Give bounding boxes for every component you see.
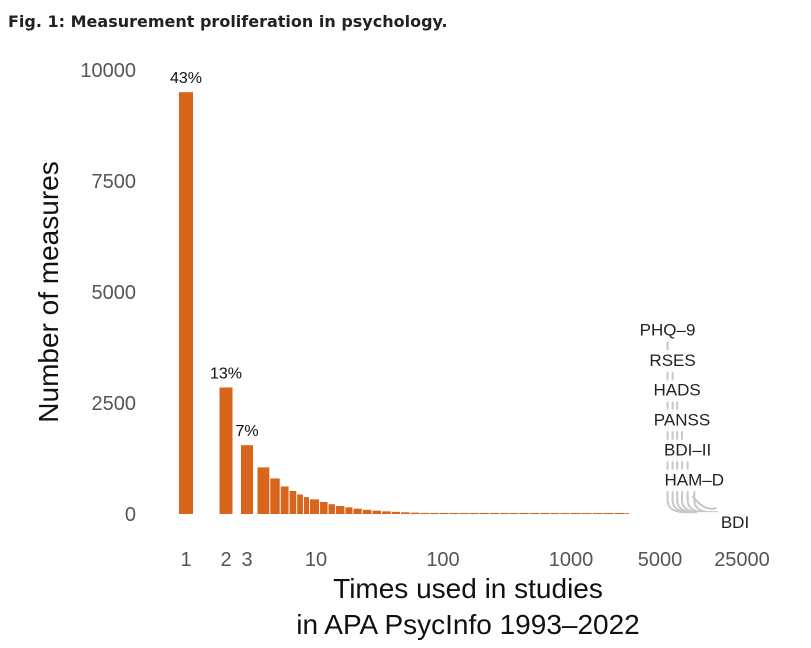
bars: 43% 13% 7% bbox=[170, 70, 629, 514]
measure-label: PANSS bbox=[654, 410, 710, 429]
x-axis-title-line1: Times used in studies bbox=[333, 573, 603, 604]
measure-label: BDI bbox=[721, 513, 749, 532]
measure-label-bg bbox=[649, 439, 726, 462]
bar bbox=[297, 494, 303, 514]
bar bbox=[335, 506, 345, 514]
bar bbox=[519, 513, 529, 514]
measure-label: HADS bbox=[654, 381, 701, 400]
bar bbox=[241, 445, 253, 514]
bar bbox=[320, 502, 328, 514]
measure-label-bg bbox=[697, 512, 773, 534]
bar bbox=[303, 497, 309, 514]
figure-title: Fig. 1: Measurement proliferation in psy… bbox=[8, 12, 448, 31]
bar bbox=[625, 513, 629, 514]
bar-percent-label: 43% bbox=[170, 70, 202, 87]
bar bbox=[570, 513, 581, 514]
bar bbox=[479, 513, 490, 514]
measure-label: PHQ–9 bbox=[640, 321, 696, 340]
x-axis-ticks: 1 2 3 10 100 1000 5000 25000 bbox=[180, 549, 769, 571]
bar bbox=[353, 508, 362, 514]
x-tick-label: 25000 bbox=[714, 549, 770, 571]
bar bbox=[459, 513, 469, 514]
bar bbox=[499, 513, 509, 514]
bar bbox=[257, 467, 270, 514]
measure-leader-line bbox=[691, 495, 717, 510]
x-tick-label: 5000 bbox=[638, 549, 683, 571]
bar bbox=[289, 490, 297, 514]
measure-label: BDI–II bbox=[664, 441, 711, 460]
x-tick-label: 1000 bbox=[549, 549, 594, 571]
bar bbox=[400, 512, 410, 514]
measure-label: RSES bbox=[649, 351, 695, 370]
bar bbox=[362, 509, 372, 514]
measure-label-bg bbox=[643, 409, 720, 432]
bar bbox=[382, 511, 391, 514]
bar bbox=[420, 512, 429, 514]
bar bbox=[449, 513, 459, 514]
bar bbox=[280, 486, 289, 514]
bar bbox=[592, 513, 603, 514]
bar bbox=[581, 513, 592, 514]
bar bbox=[270, 478, 280, 514]
measure-label-bg bbox=[634, 349, 711, 372]
bar bbox=[490, 513, 499, 514]
bar bbox=[614, 513, 625, 514]
bar bbox=[509, 513, 519, 514]
bar bbox=[372, 510, 382, 514]
bar bbox=[391, 511, 400, 514]
bar bbox=[179, 92, 193, 514]
y-axis-ticks: 10000 7500 5000 2500 0 bbox=[80, 60, 136, 526]
measure-label: HAM–D bbox=[665, 470, 725, 489]
bar bbox=[310, 499, 320, 514]
measure-label-bg bbox=[629, 319, 706, 342]
bar bbox=[345, 507, 353, 514]
x-tick-label: 1 bbox=[180, 549, 191, 571]
x-tick-label: 100 bbox=[426, 549, 459, 571]
y-tick-label: 2500 bbox=[92, 393, 137, 415]
bar bbox=[540, 513, 550, 514]
y-tick-label: 5000 bbox=[92, 282, 137, 304]
bar-percent-label: 13% bbox=[210, 365, 242, 382]
y-tick-label: 7500 bbox=[92, 171, 137, 193]
bar bbox=[560, 513, 570, 514]
x-axis-title-line2: in APA PsycInfo 1993–2022 bbox=[296, 609, 640, 640]
bar bbox=[529, 513, 540, 514]
measure-labels: PHQ–9 RSES HADS PANSS BDI–II HAM–D BDI bbox=[629, 319, 773, 534]
measure-label-bg bbox=[656, 469, 733, 492]
bar bbox=[219, 387, 233, 514]
x-tick-label: 10 bbox=[305, 549, 327, 571]
bar bbox=[469, 513, 479, 514]
y-tick-label: 0 bbox=[125, 504, 136, 526]
bar bbox=[410, 512, 420, 514]
bar bbox=[550, 513, 560, 514]
y-axis-title: Number of measures bbox=[33, 161, 64, 422]
measure-label-bg bbox=[639, 379, 716, 402]
x-tick-label: 3 bbox=[241, 549, 252, 571]
bar-percent-label: 7% bbox=[235, 423, 258, 440]
y-tick-label: 10000 bbox=[80, 60, 136, 82]
bar bbox=[439, 513, 449, 514]
x-tick-label: 2 bbox=[220, 549, 231, 571]
bar bbox=[603, 513, 614, 514]
bar bbox=[328, 504, 335, 514]
bar bbox=[429, 513, 439, 514]
